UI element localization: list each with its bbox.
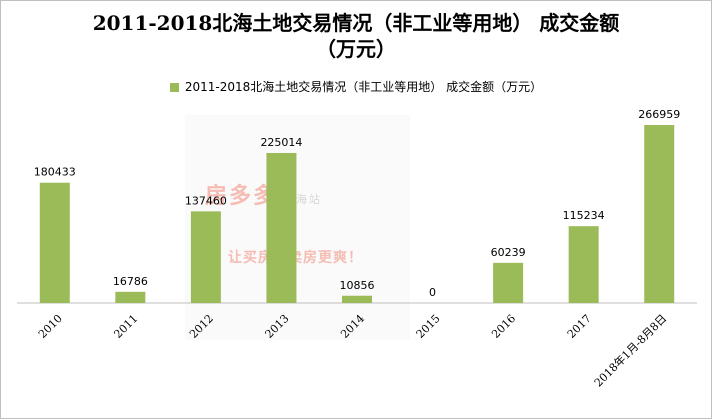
x-tick-label-0: 2010 xyxy=(36,312,65,341)
chart-legend: 2011-2018北海土地交易情况（非工业等用地） 成交金额（万元） xyxy=(0,80,712,94)
bar-7 xyxy=(568,226,599,303)
x-tick-label-7: 2017 xyxy=(565,312,594,341)
legend-swatch xyxy=(169,83,179,92)
bar-4 xyxy=(342,295,372,303)
data-label-0: 180433 xyxy=(34,166,76,179)
x-tick-label-2: 2012 xyxy=(187,312,216,341)
chart-title-line1: 2011-2018北海土地交易情况（非工业等用地） 成交金额 xyxy=(92,11,620,35)
watermark-brand-name: 房多多 xyxy=(205,184,278,209)
bar-1 xyxy=(115,291,146,303)
x-tick-label-5: 2015 xyxy=(414,312,443,341)
legend-label: 2011-2018北海土地交易情况（非工业等用地） 成交金额（万元） xyxy=(184,80,543,94)
bar-8 xyxy=(644,125,675,303)
x-tick-label-6: 2016 xyxy=(489,312,518,341)
data-label-2: 137460 xyxy=(185,194,227,207)
data-label-3: 225014 xyxy=(260,136,302,149)
x-tick-label-3: 2013 xyxy=(263,312,292,341)
x-tick-label-4: 2014 xyxy=(338,312,367,341)
bar-0 xyxy=(39,182,70,303)
x-tick-label-8: 2018年1月-8月8日 xyxy=(591,311,669,389)
data-label-6: 60239 xyxy=(491,246,526,259)
chart-title-line2: （万元） xyxy=(316,37,396,61)
data-label-5: 0 xyxy=(429,286,436,299)
data-label-4: 10856 xyxy=(340,279,375,292)
bar-6 xyxy=(493,262,524,303)
x-tick-label-1: 2011 xyxy=(111,312,140,341)
watermark-brand: 房多多 北海站 xyxy=(205,178,405,210)
data-label-8: 266959 xyxy=(638,108,680,121)
chart-title: 2011-2018北海土地交易情况（非工业等用地） 成交金额 （万元） xyxy=(0,10,712,62)
data-label-7: 115234 xyxy=(563,209,605,222)
bar-2 xyxy=(190,211,221,303)
bar-3 xyxy=(266,152,297,303)
data-label-1: 16786 xyxy=(113,275,148,288)
